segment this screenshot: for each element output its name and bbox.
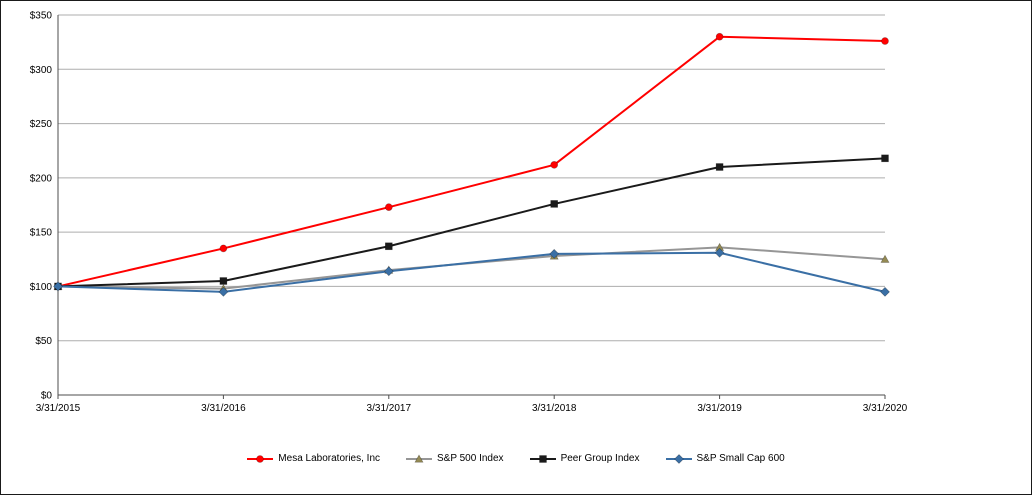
x-tick-label: 3/31/2016 xyxy=(201,403,246,414)
legend-item: Mesa Laboratories, Inc xyxy=(247,453,380,464)
marker-square xyxy=(384,242,393,251)
marker-diamond xyxy=(53,281,63,292)
y-tick-label: $0 xyxy=(41,391,53,402)
legend-item: Peer Group Index xyxy=(529,453,640,464)
marker-diamond xyxy=(880,286,890,297)
y-tick-label: $100 xyxy=(30,282,53,293)
y-tick-label: $300 xyxy=(30,65,53,76)
legend-label: S&P 500 Index xyxy=(437,453,504,464)
marker-diamond xyxy=(673,453,684,464)
marker-circle xyxy=(881,37,889,45)
legend-label: Mesa Laboratories, Inc xyxy=(278,453,381,464)
marker-triangle xyxy=(414,453,424,462)
chart-legend: Mesa Laboratories, Inc S&P 500 Index Peer … xyxy=(1,453,1031,464)
series-line xyxy=(57,251,886,293)
y-tick-label: $350 xyxy=(30,11,53,22)
y-tick-label: $50 xyxy=(35,336,52,347)
marker-square xyxy=(538,454,547,463)
marker-circle xyxy=(384,203,393,211)
legend-label: Peer Group Index xyxy=(560,453,640,464)
series-line xyxy=(57,157,886,288)
marker-square xyxy=(219,277,228,285)
x-tick-label: 3/31/2015 xyxy=(36,403,81,414)
x-tick-label: 3/31/2020 xyxy=(863,403,908,414)
marker-diamond xyxy=(383,266,394,277)
marker-circle xyxy=(550,161,559,169)
legend-item: S&P 500 Index xyxy=(406,453,504,464)
marker-diamond xyxy=(549,248,560,259)
marker-diamond xyxy=(714,247,725,258)
x-tick-label: 3/31/2019 xyxy=(697,403,742,414)
marker-diamond xyxy=(218,286,229,297)
legend-marker-circle-icon xyxy=(247,454,274,463)
legend-marker-diamond-icon xyxy=(665,453,692,464)
y-tick-label: $150 xyxy=(30,228,53,239)
marker-square xyxy=(881,154,889,163)
marker-square xyxy=(550,200,559,208)
marker-circle xyxy=(715,32,724,41)
x-tick-label: 3/31/2018 xyxy=(532,403,577,414)
legend-label: S&P Small Cap 600 xyxy=(696,453,785,464)
legend-marker-square-icon xyxy=(529,454,556,463)
y-tick-label: $200 xyxy=(30,173,53,184)
marker-square xyxy=(715,163,724,171)
marker-circle xyxy=(219,244,228,253)
y-tick-label: $250 xyxy=(30,119,53,130)
legend-item: S&P Small Cap 600 xyxy=(665,453,785,464)
x-tick-label: 3/31/2017 xyxy=(367,403,412,414)
series-line xyxy=(57,35,886,288)
legend-marker-triangle-icon xyxy=(406,453,433,462)
marker-circle xyxy=(256,454,265,463)
marker-triangle xyxy=(880,254,890,263)
